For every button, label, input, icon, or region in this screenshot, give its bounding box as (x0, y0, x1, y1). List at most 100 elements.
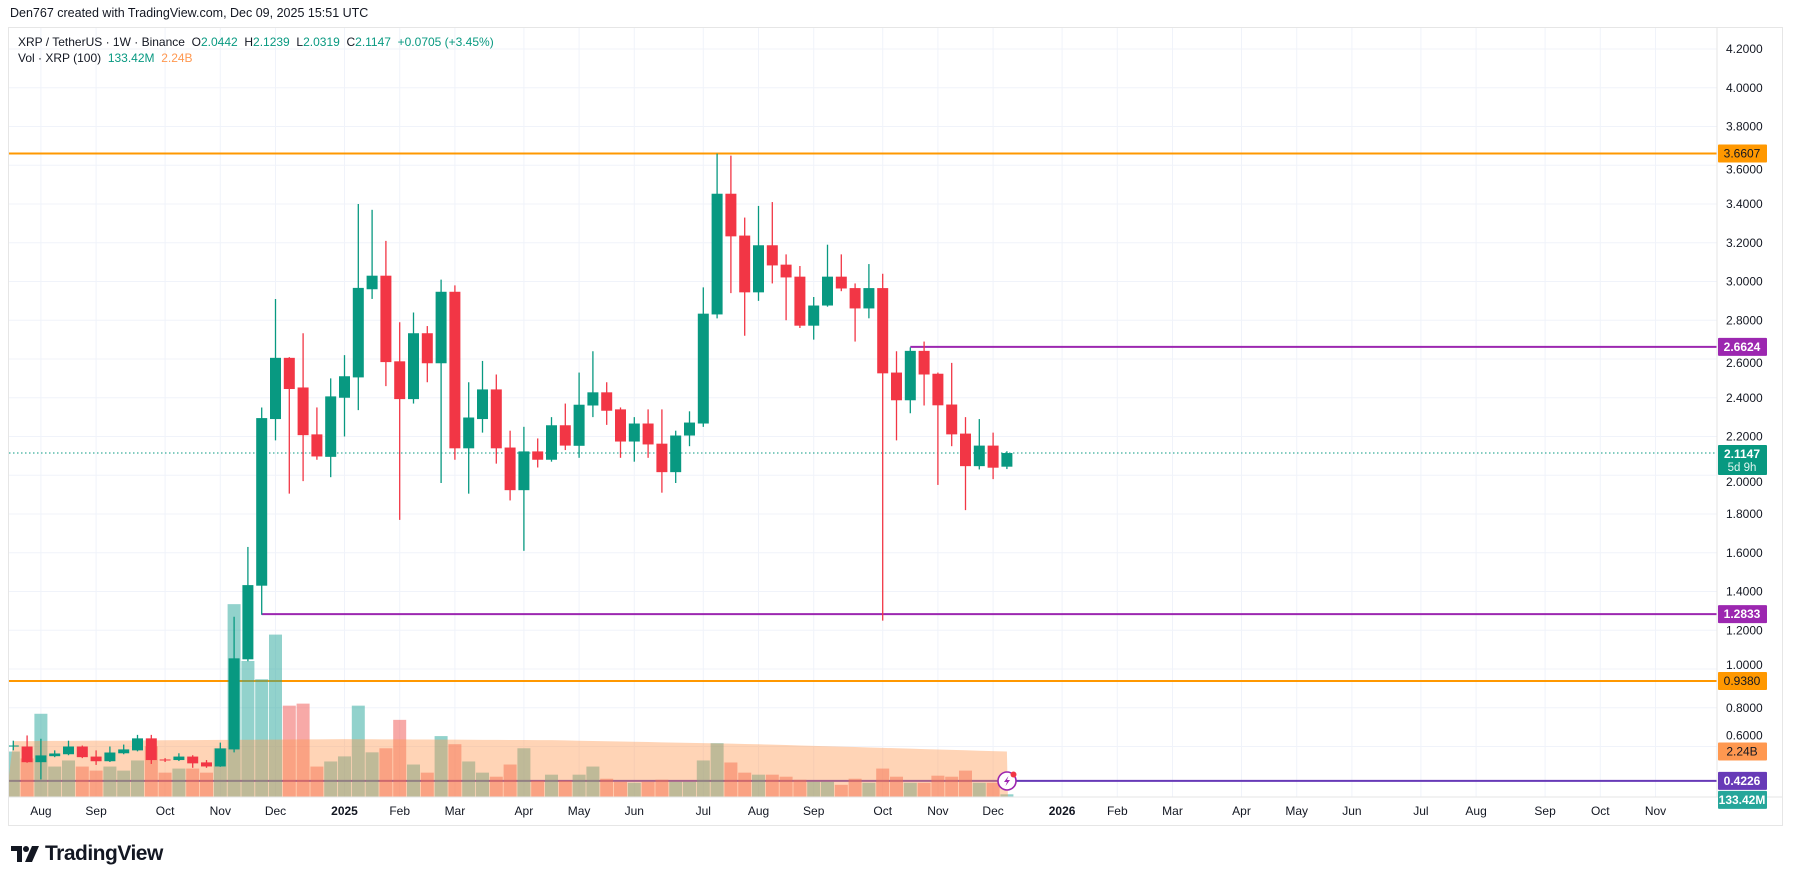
candle-body[interactable] (21, 746, 33, 763)
candle-body[interactable] (159, 759, 171, 761)
level-price-badge-bg (1718, 771, 1767, 790)
candle-body[interactable] (118, 749, 130, 754)
candle-body[interactable] (8, 745, 19, 747)
candle-body[interactable] (739, 235, 751, 293)
volume-bar (186, 768, 200, 797)
candle-body[interactable] (408, 333, 419, 400)
candle-body[interactable] (76, 746, 88, 758)
candle-body[interactable] (546, 425, 557, 460)
volume-badge: 2.24B (1726, 745, 1757, 759)
candle-body[interactable] (753, 245, 764, 293)
alert-lightning-icon[interactable] (997, 771, 1017, 791)
candle-body[interactable] (808, 305, 820, 326)
time-tick-label: Feb (1107, 804, 1128, 818)
candle-body[interactable] (725, 193, 737, 237)
candle-body[interactable] (822, 276, 833, 306)
volume-indicator-title[interactable]: Vol · XRP (100) (18, 51, 102, 65)
candle-body[interactable] (228, 658, 240, 750)
candle-body[interactable] (987, 445, 999, 468)
candle-body[interactable] (35, 755, 47, 763)
volume-bar (393, 719, 407, 797)
candle-body[interactable] (132, 738, 143, 751)
candle-body[interactable] (435, 291, 447, 364)
volume-bar (531, 780, 545, 797)
candle-body[interactable] (780, 264, 792, 278)
volume-bar (1000, 794, 1014, 797)
candle-body[interactable] (145, 738, 157, 761)
candle-body[interactable] (311, 434, 323, 457)
candle-body[interactable] (794, 276, 806, 326)
candle-body[interactable] (63, 746, 74, 755)
candle-body[interactable] (973, 445, 985, 467)
tradingview-logo-icon (11, 846, 39, 862)
candle-body[interactable] (201, 762, 212, 767)
symbol-title[interactable]: XRP / TetherUS · 1W · Binance (18, 35, 185, 49)
time-tick-label: Jul (696, 804, 711, 818)
candle-body[interactable] (49, 753, 61, 757)
candle-body[interactable] (656, 443, 668, 473)
candle-body[interactable] (642, 423, 654, 445)
candle-body[interactable] (297, 387, 309, 436)
candle-body[interactable] (421, 333, 433, 364)
candle-body[interactable] (766, 245, 778, 266)
candle-body[interactable] (835, 276, 847, 289)
candle-body[interactable] (352, 287, 364, 378)
chart-pane[interactable] (8, 27, 1783, 826)
volume-bar (724, 762, 738, 797)
candle-body[interactable] (684, 422, 695, 436)
candle-body[interactable] (904, 350, 916, 401)
candle-body[interactable] (380, 275, 392, 363)
candle-body[interactable] (863, 288, 875, 309)
price-axis[interactable]: 4.2000 4.0000 3.8000 3.6000 3.4000 3.2000 3.00… (1726, 42, 1763, 743)
candle-body[interactable] (918, 350, 930, 375)
candle-body[interactable] (214, 748, 226, 767)
candle-body[interactable] (283, 357, 295, 390)
candle-body[interactable] (104, 752, 116, 762)
candle-body[interactable] (490, 389, 502, 449)
price-tick-label: 3.6000 (1726, 162, 1763, 176)
candle-body[interactable] (270, 357, 281, 420)
level-price-badge: 1.2833 (1724, 607, 1761, 621)
time-tick-label: Jun (1342, 804, 1361, 818)
candle-body[interactable] (366, 275, 378, 290)
candle-body[interactable] (90, 756, 102, 762)
candle-body[interactable] (518, 451, 530, 491)
candle-body[interactable] (1001, 453, 1013, 467)
candle-body[interactable] (932, 373, 944, 406)
candle-body[interactable] (891, 372, 902, 401)
candle-body[interactable] (849, 288, 861, 309)
candle-body[interactable] (601, 392, 613, 411)
level-price-badge-bg (1718, 144, 1767, 163)
candle-body[interactable] (697, 313, 709, 424)
candle-body[interactable] (339, 376, 350, 398)
volume-bar (282, 705, 296, 797)
candle-body[interactable] (946, 404, 958, 435)
candle-body[interactable] (877, 288, 889, 374)
candle-body[interactable] (449, 291, 461, 449)
volume-bar (407, 764, 420, 797)
candle-body[interactable] (242, 585, 254, 660)
candle-body[interactable] (960, 433, 971, 467)
candle-body[interactable] (532, 451, 544, 460)
candle-body[interactable] (628, 423, 640, 442)
candle-body[interactable] (559, 425, 571, 446)
candle-body[interactable] (173, 756, 185, 761)
candle-body[interactable] (711, 193, 723, 315)
tradingview-logo[interactable]: TradingView (11, 842, 163, 866)
volume-bar (296, 703, 310, 797)
candle-body[interactable] (573, 404, 585, 446)
volume-bar (476, 772, 489, 797)
candle-body[interactable] (587, 392, 599, 406)
candle-body[interactable] (670, 435, 682, 473)
candle-body[interactable] (504, 447, 516, 491)
candle-body[interactable] (256, 418, 268, 586)
candle-body[interactable] (187, 756, 199, 764)
time-axis[interactable]: Aug Sep Oct Nov Dec 2025 Feb Mar Apr May Jun Jul Aug… (30, 804, 1666, 818)
candle-body[interactable] (394, 361, 406, 400)
candle-body[interactable] (615, 409, 626, 442)
candle-body[interactable] (477, 389, 488, 420)
candle-body[interactable] (325, 396, 337, 457)
candle-body[interactable] (463, 417, 475, 449)
logo-text: TradingView (45, 842, 163, 865)
